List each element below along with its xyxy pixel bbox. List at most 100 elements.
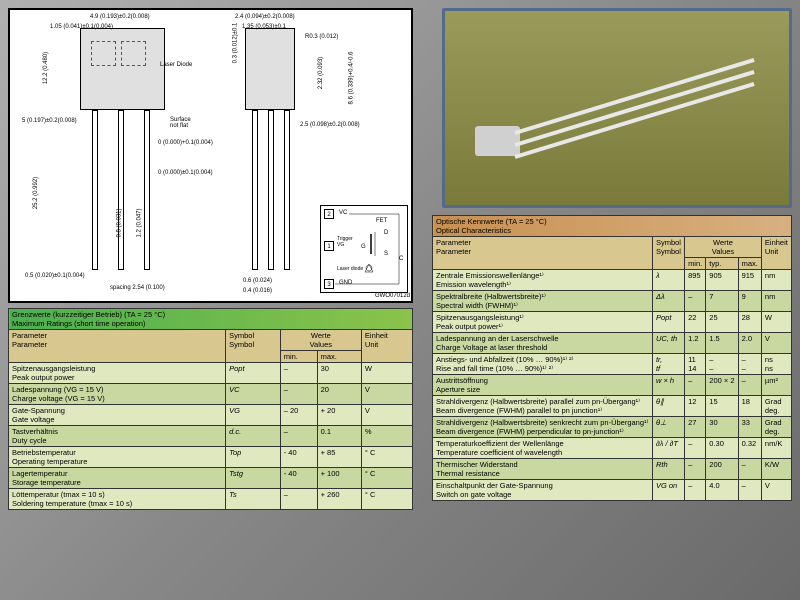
dim-label: spacing 2.54 (0.100) xyxy=(110,285,165,291)
cell-max: 30 xyxy=(317,363,361,384)
diode-box2 xyxy=(121,41,146,66)
cell-unit: ° C xyxy=(361,468,412,489)
cell-param: Lagertemperatur Storage temperature xyxy=(9,468,226,489)
table-row: Zentrale Emissionswellenlänge¹⁾ Emission… xyxy=(433,270,792,291)
cell-min: – xyxy=(280,363,317,384)
col-symbol: Symbol Symbol xyxy=(652,237,684,270)
col-max: max. xyxy=(738,258,761,270)
cell-max: 28 xyxy=(738,312,761,333)
cell-symbol: Popt xyxy=(226,363,281,384)
package-front xyxy=(80,28,165,110)
cell-max: + 100 xyxy=(317,468,361,489)
table-row: Strahldivergenz (Halbwertsbreite) senkre… xyxy=(433,417,792,438)
table-row: Lagertemperatur Storage temperatureTstg-… xyxy=(9,468,413,489)
cell-symbol: Tstg xyxy=(226,468,281,489)
cell-param: Strahldivergenz (Halbwertsbreite) senkre… xyxy=(433,417,653,438)
cell-param: Spitzenausgangsleistung Peak output powe… xyxy=(9,363,226,384)
cell-typ: 1.5 xyxy=(706,333,738,354)
cell-unit: V xyxy=(361,405,412,426)
cell-param: Löttemperatur (tmax = 10 s) Soldering te… xyxy=(9,489,226,510)
col-min: min. xyxy=(685,258,706,270)
cell-unit: V xyxy=(361,384,412,405)
dim-label: R0.3 (0.012) xyxy=(305,34,338,40)
dim-label: 0 (0.000)±0.1(0.004) xyxy=(158,170,213,176)
cell-param: Tastverhältnis Duty cycle xyxy=(9,426,226,447)
cell-typ: 905 xyxy=(706,270,738,291)
cell-unit: nm/K xyxy=(761,438,791,459)
cell-typ: 25 xyxy=(706,312,738,333)
dim-label: 0.8 (0.031) xyxy=(117,208,123,237)
cell-min: 22 xyxy=(685,312,706,333)
cell-unit: W xyxy=(361,363,412,384)
lead xyxy=(92,110,98,270)
cell-min: 11 14 xyxy=(685,354,706,375)
table1-title: Grenzwerte (kurzzeitiger Betrieb) (TA = … xyxy=(9,309,413,330)
cell-unit: % xyxy=(361,426,412,447)
table-row: Austrittsöffnung Aperture sizew × h–200 … xyxy=(433,375,792,396)
cell-min: – xyxy=(280,489,317,510)
cell-param: Spektralbreite (Halbwertsbreite)¹⁾ Spect… xyxy=(433,291,653,312)
col-unit: Einheit Unit xyxy=(761,237,791,270)
cell-param: Temperaturkoeffizient der Wellenlänge Te… xyxy=(433,438,653,459)
table-row: Ladespannung (VG = 15 V) Charge voltage … xyxy=(9,384,413,405)
cell-symbol: tr, tf xyxy=(652,354,684,375)
cell-symbol: Top xyxy=(226,447,281,468)
cell-symbol: d.c. xyxy=(226,426,281,447)
cell-symbol: VG xyxy=(226,405,281,426)
cell-max: – xyxy=(738,459,761,480)
cell-symbol: VC xyxy=(226,384,281,405)
table-row: Strahldivergenz (Halbwertsbreite) parall… xyxy=(433,396,792,417)
cell-max: – – xyxy=(738,354,761,375)
cell-min: 12 xyxy=(685,396,706,417)
circuit-lines xyxy=(321,206,409,294)
cell-typ: 200 xyxy=(706,459,738,480)
cell-max: 0.1 xyxy=(317,426,361,447)
cell-param: Ladespannung an der Laserschwelle Charge… xyxy=(433,333,653,354)
cell-max: + 85 xyxy=(317,447,361,468)
cell-max: + 260 xyxy=(317,489,361,510)
cell-param: Thermischer Widerstand Thermal resistanc… xyxy=(433,459,653,480)
dim-label: 25.2 (0.992) xyxy=(33,177,39,209)
cell-unit: Grad deg. xyxy=(761,396,791,417)
dim-label: 2.4 (0.094)±0.2(0.008) xyxy=(235,14,295,20)
cell-min: - 40 xyxy=(280,447,317,468)
cell-min: 895 xyxy=(685,270,706,291)
cell-unit: nm xyxy=(761,291,791,312)
col-values: Werte Values xyxy=(685,237,762,258)
table-row: Löttemperatur (tmax = 10 s) Soldering te… xyxy=(9,489,413,510)
cell-typ: 200 × 2 xyxy=(706,375,738,396)
cell-unit: W xyxy=(761,312,791,333)
cell-symbol: Ts xyxy=(226,489,281,510)
dim-label: 0.6 (0.024) xyxy=(243,278,272,284)
dim-label: 1.05 (0.041)±0.1(0.004) xyxy=(50,24,113,30)
cell-typ: 0.30 xyxy=(706,438,738,459)
maximum-ratings-table: Grenzwerte (kurzzeitiger Betrieb) (TA = … xyxy=(8,308,413,510)
cell-param: Anstiegs- und Abfallzeit (10% … 90%)¹⁾ ²… xyxy=(433,354,653,375)
cell-max: + 20 xyxy=(317,405,361,426)
dim-label: 0.4 (0.016) xyxy=(243,288,272,294)
cell-unit: V xyxy=(761,333,791,354)
cell-min: – xyxy=(685,375,706,396)
col-values: Werte Values xyxy=(280,330,361,351)
col-unit: Einheit Unit xyxy=(361,330,412,363)
table-row: Temperaturkoeffizient der Wellenlänge Te… xyxy=(433,438,792,459)
diode-box xyxy=(91,41,116,66)
lead xyxy=(268,110,274,270)
cell-param: Austrittsöffnung Aperture size xyxy=(433,375,653,396)
col-param: Parameter Parameter xyxy=(433,237,653,270)
cell-max: 20 xyxy=(317,384,361,405)
cell-max: 9 xyxy=(738,291,761,312)
cell-param: Strahldivergenz (Halbwertsbreite) parall… xyxy=(433,396,653,417)
table2-title: Optische Kennwerte (TA = 25 °C)Optical C… xyxy=(433,216,792,237)
cell-unit: Grad deg. xyxy=(761,417,791,438)
dim-label: 4.9 (0.193)±0.2(0.008) xyxy=(90,14,150,20)
dim-label: 0.5 (0.020)±0.1(0.004) xyxy=(25,273,85,279)
table-row: Einschaltpunkt der Gate-Spannung Switch … xyxy=(433,480,792,501)
cell-max: 18 xyxy=(738,396,761,417)
col-typ: typ. xyxy=(706,258,738,270)
cell-param: Einschaltpunkt der Gate-Spannung Switch … xyxy=(433,480,653,501)
cell-typ: 4.0 xyxy=(706,480,738,501)
photo-lead xyxy=(514,70,754,147)
dim-label: 8.6 (0.339)+0.4/-0.6 xyxy=(348,52,354,105)
lead xyxy=(284,110,290,270)
